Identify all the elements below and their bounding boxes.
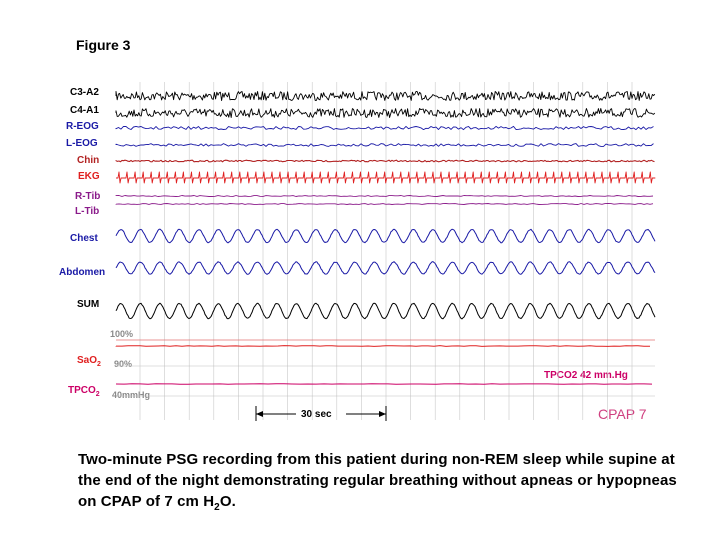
chest-effort-trace: [115, 228, 656, 244]
eeg-trace-c4a1: [115, 108, 656, 118]
sum-effort-trace: [115, 302, 656, 320]
eog-trace-l: [115, 143, 654, 147]
channel-label-c4a1: C4-A1: [70, 105, 99, 116]
time-bar-arrow-right: [379, 411, 386, 417]
sao2-scale-low: 90%: [114, 359, 133, 369]
figure-caption: Two-minute PSG recording from this patie…: [78, 451, 677, 513]
cpap-setting-label: CPAP 7: [598, 406, 647, 422]
channel-label-reog: R-EOG: [66, 121, 99, 132]
r-tib-trace: [115, 195, 654, 197]
channel-label-sum: SUM: [77, 299, 100, 310]
channel-label-ekg: EKG: [78, 171, 100, 182]
tpco2-value-annotation: TPCO2 42 mm.Hg: [544, 370, 628, 381]
abdomen-effort-trace: [115, 261, 656, 275]
channel-label-ltib: L-Tib: [75, 206, 100, 217]
channel-label-abdomen: Abdomen: [59, 267, 106, 278]
channel-label-tpco2: TPCO2: [68, 385, 100, 398]
channel-label-sao2: SaO2: [77, 355, 101, 368]
sao2-scale-high: 100%: [110, 329, 134, 339]
signal-traces: [115, 91, 656, 385]
sao2-trace: [115, 345, 650, 347]
time-scale-label: 30 sec: [301, 409, 332, 420]
tpco2-scale: 40mmHg: [112, 390, 151, 400]
ekg-trace: [116, 171, 656, 184]
time-gridlines: [116, 82, 655, 420]
channel-label-chin: Chin: [77, 155, 100, 166]
channel-label-rtib: R-Tib: [75, 191, 101, 202]
l-tib-trace: [115, 203, 654, 205]
time-bar-arrow-left: [256, 411, 263, 417]
channel-label-c3a2: C3-A2: [70, 87, 99, 98]
channel-label-chest: Chest: [70, 233, 98, 244]
eog-trace-r: [115, 125, 654, 131]
time-scale-bar: [255, 406, 387, 421]
eeg-trace-c3a2: [115, 91, 656, 101]
figure-title: Figure 3: [76, 37, 131, 53]
chin-emg-trace: [115, 159, 655, 163]
channel-label-leog: L-EOG: [66, 138, 98, 149]
